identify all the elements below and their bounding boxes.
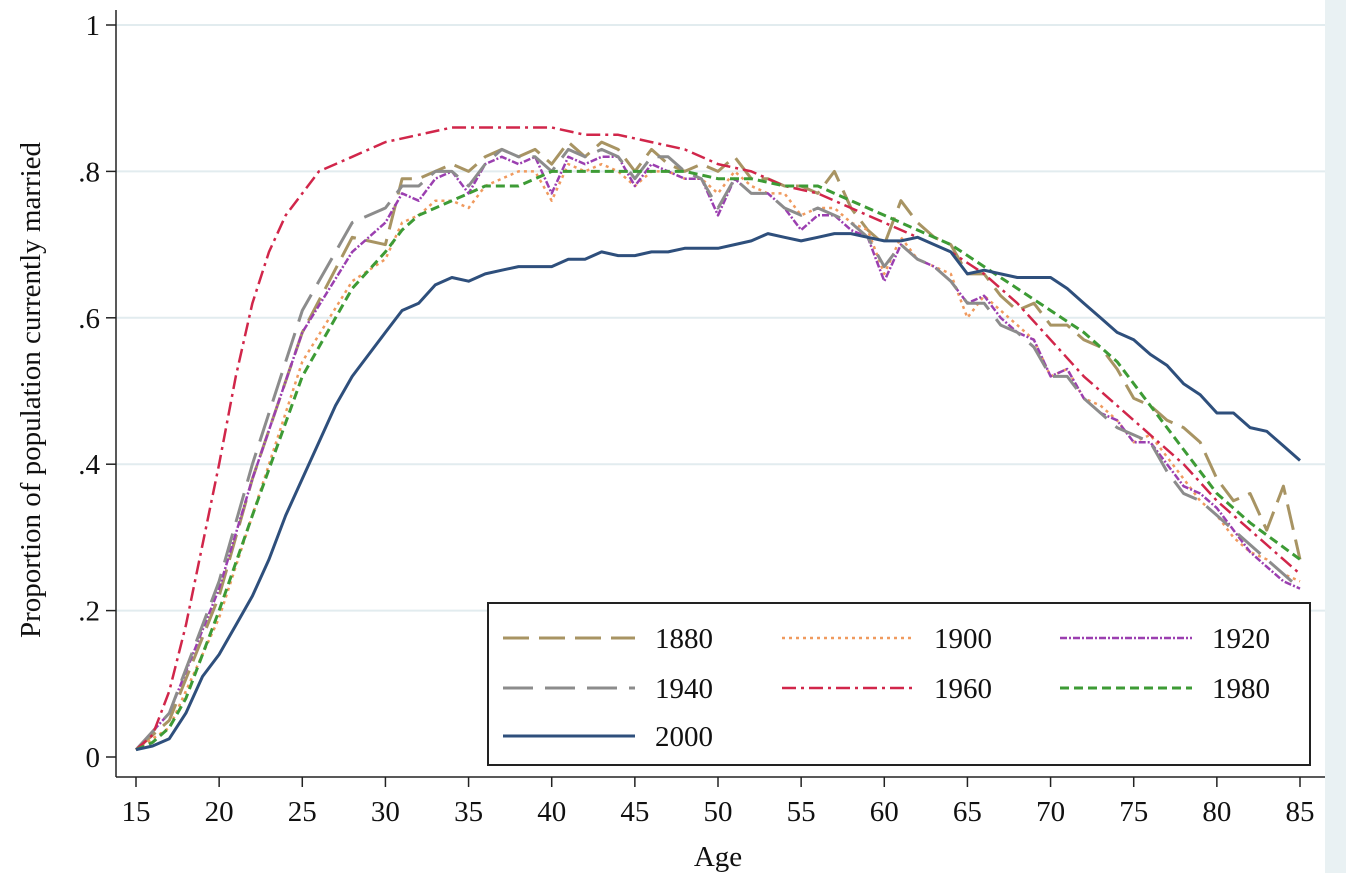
x-tick-label-13: 80 [1202, 796, 1231, 828]
legend-label-1940: 1940 [655, 673, 713, 705]
y-tick-label-4: .8 [78, 156, 100, 188]
legend-label-1920: 1920 [1212, 623, 1270, 655]
x-tick-label-1: 20 [205, 796, 234, 828]
x-tick-label-12: 75 [1119, 796, 1148, 828]
x-tick-label-0: 15 [122, 796, 151, 828]
series-line-1880 [135, 140, 1302, 751]
x-tick-label-7: 50 [704, 796, 733, 828]
legend-label-1980: 1980 [1212, 673, 1270, 705]
x-tick-label-6: 45 [620, 796, 649, 828]
y-axis-title: Proportion of population currently marri… [15, 141, 47, 638]
y-tick-label-0: 0 [86, 742, 101, 774]
outer-frame-right [1325, 0, 1346, 873]
x-tick-label-2: 25 [288, 796, 317, 828]
y-tick-label-1: .2 [78, 596, 100, 628]
x-axis-title: Age [694, 841, 742, 873]
series-line-1980 [135, 169, 1301, 752]
legend-label-2000: 2000 [655, 721, 713, 753]
series-line-2000 [135, 232, 1301, 752]
y-tick-label-5: 1 [86, 10, 101, 42]
x-tick-label-14: 85 [1286, 796, 1315, 828]
y-tick-label-2: .4 [78, 449, 100, 481]
x-tick-label-5: 40 [537, 796, 566, 828]
x-tick-label-10: 65 [953, 796, 982, 828]
y-tick-label-3: .6 [78, 303, 100, 335]
x-tick-label-9: 60 [870, 796, 899, 828]
legend-label-1880: 1880 [655, 623, 713, 655]
legend-label-1960: 1960 [934, 673, 992, 705]
legend-box [487, 602, 1311, 766]
series-group [134, 126, 1302, 752]
legend-label-1900: 1900 [934, 623, 992, 655]
x-tick-label-8: 55 [787, 796, 816, 828]
series-line-1960 [135, 126, 1301, 751]
x-tick-label-11: 70 [1036, 796, 1065, 828]
axes: 0 .2 .4 .6 .8 1 15 20 25 30 35 40 45 50 55 60 65 70 75 80 85 [78, 10, 1325, 828]
x-tick-label-3: 30 [371, 796, 400, 828]
legend: 1880 1900 1920 1940 1960 1980 2000 [487, 602, 1311, 766]
series-line-1940 [134, 147, 1301, 751]
x-tick-label-4: 35 [454, 796, 483, 828]
